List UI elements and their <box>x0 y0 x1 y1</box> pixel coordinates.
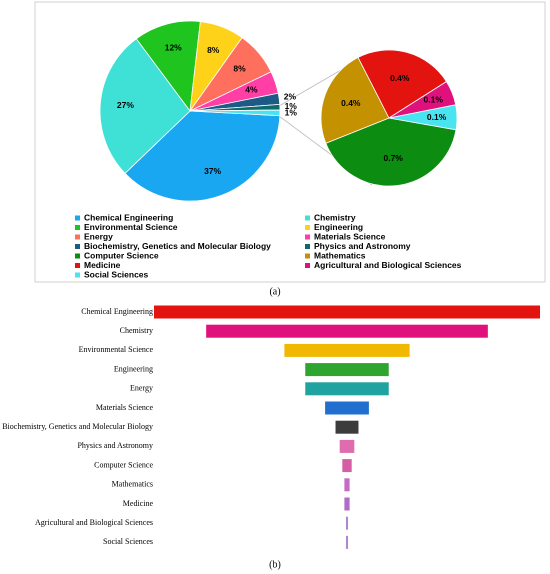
panel-border <box>34 1 546 283</box>
funnel-bar <box>325 401 369 415</box>
legend-label: Chemistry <box>314 212 356 222</box>
slice-label: 1% <box>285 101 298 111</box>
slice-label: 37% <box>204 166 221 176</box>
legend-label: Environmental Science <box>84 222 178 232</box>
pie-slice <box>325 117 457 187</box>
pie-slice <box>124 110 281 202</box>
legend-label: Mathematics <box>314 250 366 260</box>
slice-label: 0.4% <box>390 73 410 83</box>
pie-slice <box>357 49 447 119</box>
slice-label: 1% <box>285 107 298 117</box>
funnel-bar <box>339 439 355 453</box>
funnel-label: Engineering <box>114 364 153 373</box>
funnel-bar <box>305 382 389 396</box>
legend-label: Medicine <box>84 260 121 270</box>
caption: (b) <box>269 559 281 570</box>
legend-swatch <box>75 225 80 230</box>
legend-swatch <box>305 215 310 221</box>
funnel-label: Environmental Science <box>79 345 154 354</box>
legend-swatch <box>305 263 310 268</box>
legend-swatch <box>75 215 80 221</box>
funnel-label: Social Sciences <box>103 537 153 546</box>
funnel-label: Materials Science <box>96 403 154 412</box>
legend-swatch <box>305 234 310 240</box>
legend-swatch <box>75 244 80 249</box>
legend-swatch <box>75 263 80 268</box>
legend-label: Materials Science <box>314 231 386 241</box>
pie-slice <box>189 109 281 117</box>
legend-swatch <box>75 272 80 278</box>
funnel-label: Chemistry <box>120 326 153 335</box>
legend-swatch <box>75 234 80 240</box>
caption: (a) <box>269 286 280 297</box>
legend-label: Biochemistry, Genetics and Molecular Bio… <box>84 241 271 251</box>
funnel-bar <box>335 420 359 434</box>
legend-label: Chemical Engineering <box>84 212 173 222</box>
funnel-bar <box>344 497 350 511</box>
legend-swatch <box>305 253 310 259</box>
pie-slice <box>135 20 201 113</box>
legend-swatch <box>305 244 310 249</box>
legend-label: Computer Science <box>84 250 159 260</box>
funnel-bar <box>305 363 389 377</box>
slice-label: 12% <box>165 43 182 53</box>
funnel-label: Medicine <box>123 499 154 508</box>
slice-label: 0.7% <box>383 153 403 163</box>
funnel-bar <box>345 535 349 549</box>
legend-swatch <box>75 253 80 259</box>
slice-label: 8% <box>207 45 220 55</box>
funnel-bar <box>344 478 350 492</box>
pie-slice <box>320 56 390 144</box>
legend-swatch <box>305 225 310 230</box>
slice-label: 0.1% <box>424 95 444 105</box>
funnel-label: Computer Science <box>94 460 153 469</box>
pie-slice <box>388 104 458 131</box>
funnel-bar <box>154 305 540 319</box>
funnel-label: Physics and Astronomy <box>77 441 153 450</box>
slice-label: 2% <box>284 92 297 102</box>
legend-label: Social Sciences <box>84 269 149 279</box>
funnel-bar <box>345 516 349 530</box>
funnel-label: Mathematics <box>112 480 153 489</box>
legend-label: Energy <box>84 231 113 241</box>
slice-label: 0.4% <box>341 98 361 108</box>
funnel-label: Agricultural and Biological Sciences <box>35 518 153 527</box>
legend-label: Agricultural and Biological Sciences <box>314 260 462 270</box>
pie-slice <box>99 38 191 174</box>
slice-label: 4% <box>245 85 258 95</box>
funnel-bar <box>206 324 488 338</box>
slice-label: 27% <box>117 100 134 110</box>
funnel-bar <box>284 343 410 357</box>
slice-label: 8% <box>233 63 246 73</box>
legend-label: Engineering <box>314 222 363 232</box>
slice-label: 0.1% <box>427 112 447 122</box>
funnel-label: Chemical Engineering <box>81 307 153 316</box>
funnel-label: Energy <box>130 384 153 393</box>
funnel-bar <box>342 459 352 473</box>
legend-label: Physics and Astronomy <box>314 241 411 251</box>
funnel-label: Biochemistry, Genetics and Molecular Bio… <box>2 422 153 431</box>
